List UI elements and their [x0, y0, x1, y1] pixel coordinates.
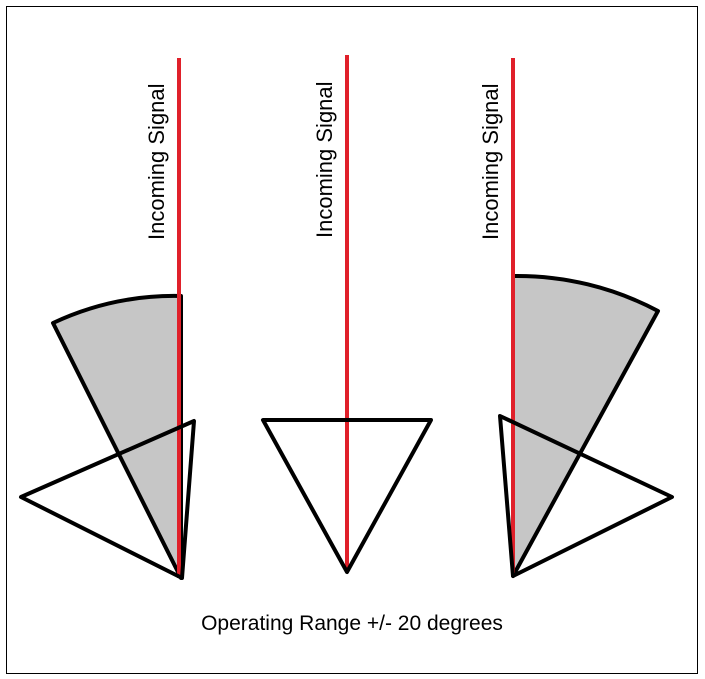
- center-orientation: Incoming Signal: [261, 55, 433, 574]
- left-signal-label: Incoming Signal: [144, 83, 169, 240]
- left-orientation: Incoming Signal: [19, 58, 196, 580]
- left-triangle: [19, 419, 196, 580]
- center-signal-label: Incoming Signal: [312, 81, 337, 238]
- right-triangle: [498, 414, 674, 578]
- operating-range-caption: Operating Range +/- 20 degrees: [201, 612, 503, 635]
- right-operating-sector: [511, 273, 660, 578]
- center-triangle: [261, 418, 433, 574]
- left-operating-sector: [51, 293, 183, 580]
- right-signal-label: Incoming Signal: [478, 83, 503, 240]
- right-orientation: Incoming Signal: [478, 58, 674, 578]
